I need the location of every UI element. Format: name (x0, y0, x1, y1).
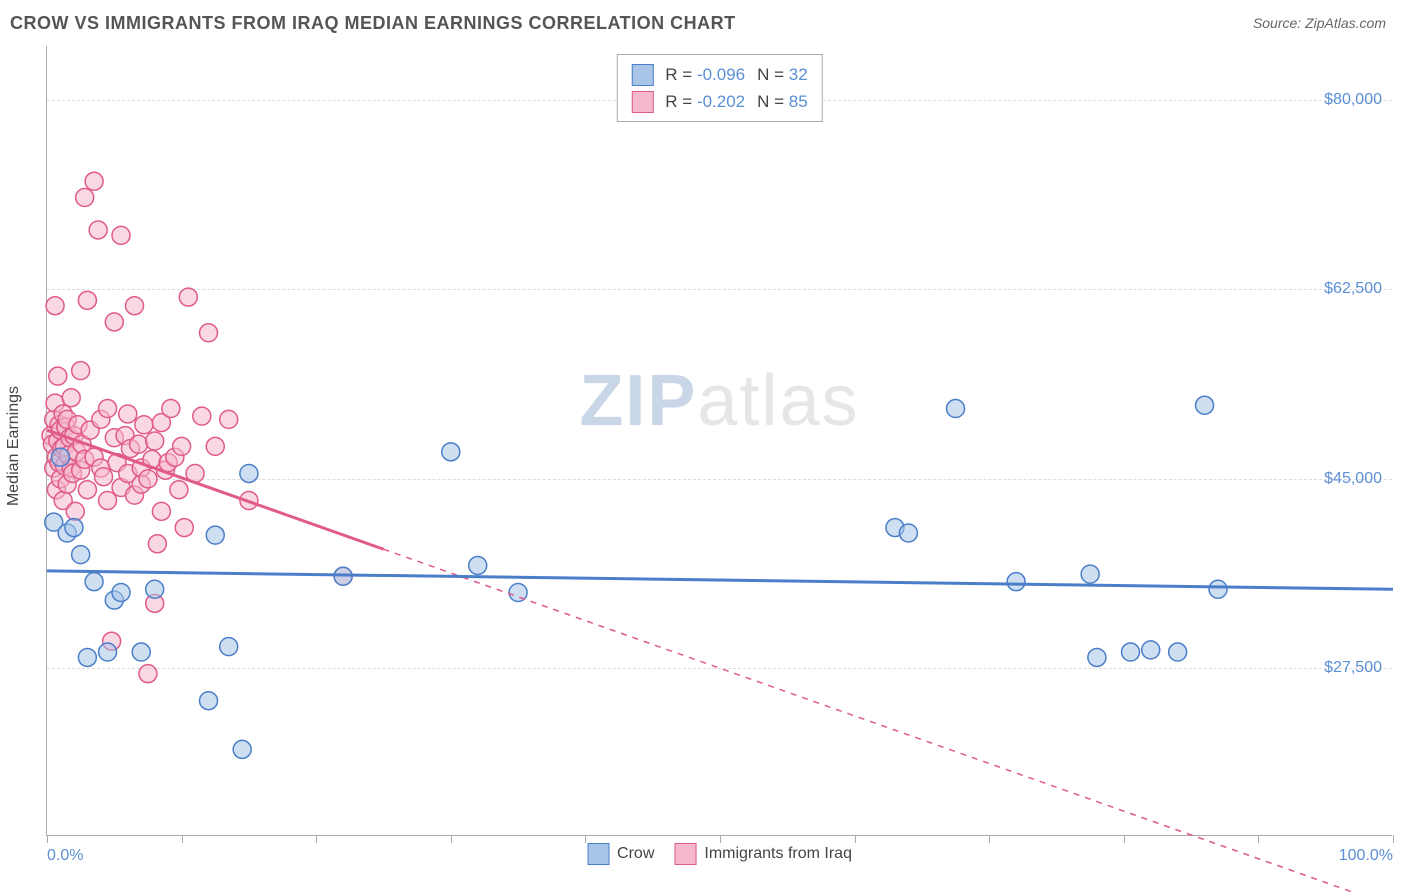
x-tick (182, 835, 183, 843)
stats-row: R = -0.096 N = 32 (631, 61, 807, 88)
scatter-point (1142, 641, 1160, 659)
stats-legend-box: R = -0.096 N = 32 R = -0.202 N = 85 (616, 54, 822, 122)
scatter-point (78, 481, 96, 499)
scatter-point (1169, 643, 1187, 661)
scatter-point (72, 362, 90, 380)
trend-line (47, 571, 1393, 589)
scatter-point (89, 221, 107, 239)
scatter-point (170, 481, 188, 499)
scatter-point (72, 546, 90, 564)
x-tick-label: 100.0% (1339, 847, 1393, 865)
scatter-point (220, 638, 238, 656)
scatter-point (469, 556, 487, 574)
legend-item: Immigrants from Iraq (674, 843, 852, 865)
scatter-point (105, 313, 123, 331)
scatter-point (66, 502, 84, 520)
x-tick (47, 835, 48, 843)
scatter-point (193, 407, 211, 425)
chart-plot-area: ZIPatlas $27,500$45,000$62,500$80,000 R … (46, 46, 1392, 836)
scatter-point (119, 405, 137, 423)
legend-item: Crow (587, 843, 654, 865)
scatter-point (125, 297, 143, 315)
scatter-point (95, 468, 113, 486)
x-tick-label: 0.0% (47, 847, 83, 865)
x-tick (1124, 835, 1125, 843)
y-axis-label: Median Earnings (5, 386, 23, 506)
scatter-point (112, 584, 130, 602)
scatter-point (206, 526, 224, 544)
scatter-point (130, 435, 148, 453)
scatter-point (233, 740, 251, 758)
scatter-point (146, 580, 164, 598)
scatter-point (112, 226, 130, 244)
scatter-point (1088, 648, 1106, 666)
scatter-point (139, 665, 157, 683)
legend-label: Immigrants from Iraq (704, 845, 852, 863)
swatch-icon (631, 64, 653, 86)
scatter-point (173, 437, 191, 455)
scatter-plot-svg (47, 46, 1392, 835)
scatter-point (1209, 580, 1227, 598)
swatch-icon (631, 91, 653, 113)
scatter-point (152, 502, 170, 520)
x-tick (316, 835, 317, 843)
scatter-point (99, 492, 117, 510)
scatter-point (85, 573, 103, 591)
x-tick (720, 835, 721, 843)
x-tick (989, 835, 990, 843)
scatter-point (179, 288, 197, 306)
scatter-point (78, 291, 96, 309)
scatter-point (99, 643, 117, 661)
scatter-point (132, 643, 150, 661)
scatter-point (99, 400, 117, 418)
scatter-point (442, 443, 460, 461)
scatter-point (240, 464, 258, 482)
scatter-point (1196, 396, 1214, 414)
stat-r-value: -0.202 (697, 92, 745, 111)
x-tick (451, 835, 452, 843)
x-tick (585, 835, 586, 843)
legend-label: Crow (617, 845, 654, 863)
swatch-icon (674, 843, 696, 865)
scatter-point (78, 648, 96, 666)
x-tick (1258, 835, 1259, 843)
scatter-point (146, 432, 164, 450)
stat-n-value: 85 (789, 92, 808, 111)
scatter-point (200, 692, 218, 710)
scatter-point (139, 470, 157, 488)
scatter-point (1122, 643, 1140, 661)
scatter-point (65, 519, 83, 537)
trend-line (384, 549, 1394, 892)
x-tick (855, 835, 856, 843)
stat-r-value: -0.096 (697, 65, 745, 84)
series-legend: Crow Immigrants from Iraq (587, 843, 852, 865)
x-tick (1393, 835, 1394, 843)
scatter-point (947, 400, 965, 418)
scatter-point (51, 448, 69, 466)
scatter-point (62, 389, 80, 407)
scatter-point (220, 410, 238, 428)
scatter-point (175, 519, 193, 537)
scatter-point (49, 367, 67, 385)
scatter-point (148, 535, 166, 553)
scatter-point (200, 324, 218, 342)
scatter-point (46, 297, 64, 315)
chart-title: CROW VS IMMIGRANTS FROM IRAQ MEDIAN EARN… (10, 13, 736, 34)
scatter-point (162, 400, 180, 418)
scatter-point (206, 437, 224, 455)
stat-n-value: 32 (789, 65, 808, 84)
stats-row: R = -0.202 N = 85 (631, 88, 807, 115)
source-label: Source: ZipAtlas.com (1253, 15, 1386, 31)
scatter-point (1081, 565, 1099, 583)
scatter-point (135, 416, 153, 434)
scatter-point (85, 172, 103, 190)
scatter-point (76, 189, 94, 207)
scatter-point (1007, 573, 1025, 591)
scatter-point (899, 524, 917, 542)
swatch-icon (587, 843, 609, 865)
